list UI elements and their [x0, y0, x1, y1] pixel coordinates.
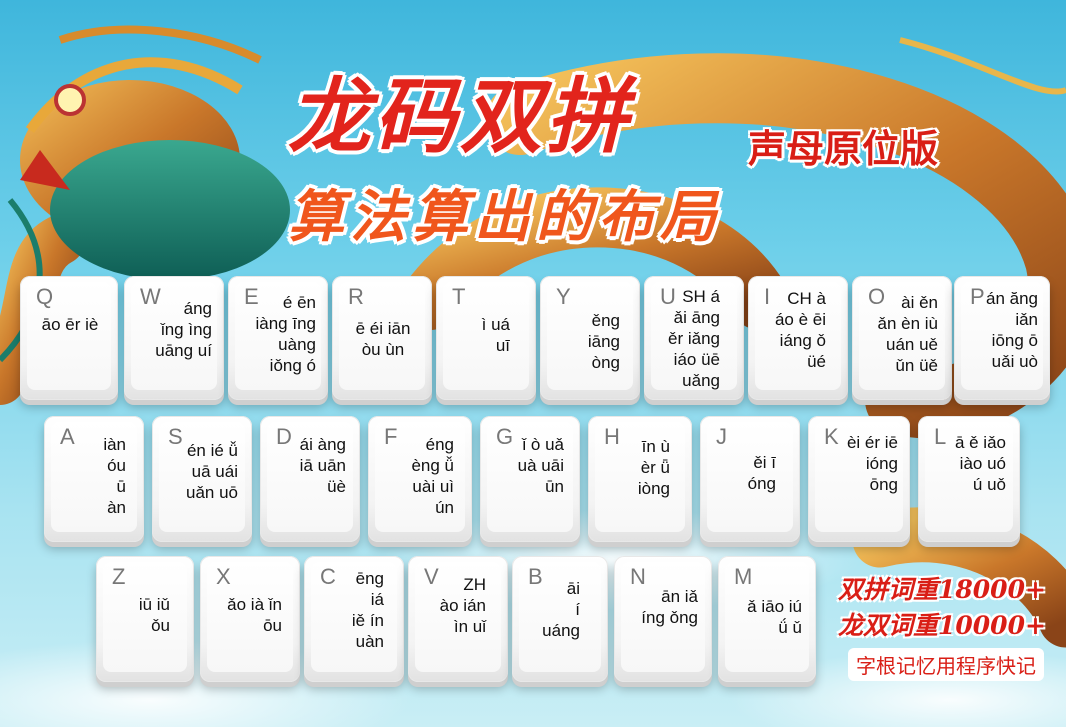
key-sounds: iàn óu ū àn: [103, 435, 126, 517]
key-p: P án ăng iǎn iōng ō uǎi uò: [954, 276, 1050, 400]
edition-label: 声母原位版: [748, 126, 939, 171]
key-u: U SH á ǎi āng ěr iǎng iáo üē uǎng: [644, 276, 744, 400]
key-sounds: SH á ǎi āng ěr iǎng iáo üē uǎng: [668, 287, 720, 390]
key-o: O ài ěn ǎn èn iù uán uě ǔn üě: [852, 276, 952, 400]
key-letter: S: [168, 424, 183, 449]
key-y: Y ěng iāng òng: [540, 276, 640, 400]
key-sounds: é ēn iàng īng uàng iǒng ó: [255, 293, 317, 375]
key-letter: Z: [112, 564, 126, 589]
key-sounds: ǐ ò uǎ uà uāi ūn: [517, 435, 564, 496]
key-sounds: ǎo ià ǐn ōu: [227, 595, 282, 635]
key-r: R ē éi iān òu ùn: [332, 276, 432, 400]
key-sounds: ān iǎ íng ǒng: [641, 587, 698, 627]
key-sounds: īn ù èr ǖ iòng: [637, 437, 670, 498]
key-sounds: áng ǐng ìng uāng uí: [155, 299, 212, 360]
key-b: B āi í uáng: [512, 556, 608, 682]
stats-block: 双拼词重18000+ 龙双词重10000+: [838, 572, 1046, 644]
key-letter: A: [60, 424, 75, 449]
key-sounds: én ié ǚ uā uái uǎn uō: [186, 441, 238, 502]
key-letter: L: [934, 424, 947, 449]
key-sounds: ài ěn ǎn èn iù uán uě ǔn üě: [877, 293, 939, 375]
key-l: L ā ě iǎo iào uó ú uǒ: [918, 416, 1020, 542]
key-letter: W: [140, 284, 161, 309]
key-sounds: CH à áo è ēi iáng ǒ üé: [774, 289, 826, 371]
key-letter: M: [734, 564, 753, 589]
key-letter: F: [384, 424, 398, 449]
key-letter: D: [276, 424, 292, 449]
page-title: 龙码双拼: [288, 69, 632, 165]
key-n: N ān iǎ íng ǒng: [614, 556, 712, 682]
key-x: X ǎo ià ǐn ōu: [200, 556, 300, 682]
key-g: G ǐ ò uǎ uà uāi ūn: [480, 416, 580, 542]
key-t: T ì uá uī: [436, 276, 536, 400]
key-letter: N: [630, 564, 646, 589]
stats-shuangpin: 双拼词重18000+: [838, 575, 1046, 604]
key-sounds: iū iǔ ǒu: [138, 595, 170, 635]
key-letter: Q: [36, 284, 54, 309]
key-k: K èi ér iē ióng ōng: [808, 416, 910, 542]
key-sounds: āo ēr iè: [41, 315, 99, 334]
key-z: Z iū iǔ ǒu: [96, 556, 194, 682]
key-sounds: ā ě iǎo iào uó ú uǒ: [954, 433, 1006, 494]
key-q: Q āo ēr iè: [20, 276, 118, 400]
stats-longshuang: 龙双词重10000+: [838, 611, 1046, 640]
key-sounds: ěng iāng òng: [587, 311, 620, 372]
key-sounds: ǎ iāo iú ǘ ǔ: [747, 597, 802, 637]
key-letter: P: [970, 284, 985, 309]
key-s: S én ié ǚ uā uái uǎn uō: [152, 416, 252, 542]
key-sounds: éng èng ǚ uài uì ún: [411, 435, 454, 517]
key-v: V ZH ào ián ìn uǐ: [408, 556, 508, 682]
key-letter: E: [244, 284, 259, 309]
key-sounds: ái àng iā uān üè: [299, 435, 346, 496]
key-letter: C: [320, 564, 336, 589]
key-letter: O: [868, 284, 886, 309]
key-m: M ǎ iāo iú ǘ ǔ: [718, 556, 816, 682]
key-f: F éng èng ǚ uài uì ún: [368, 416, 472, 542]
key-letter: V: [424, 564, 439, 589]
key-letter: T: [452, 284, 466, 309]
key-sounds: ěi ī óng: [747, 453, 776, 493]
key-i: I CH à áo è ēi iáng ǒ üé: [748, 276, 848, 400]
key-e: E é ēn iàng īng uàng iǒng ó: [228, 276, 328, 400]
key-letter: U: [660, 284, 676, 309]
key-a: A iàn óu ū àn: [44, 416, 144, 542]
stats-note: 字根记忆用程序快记: [848, 648, 1044, 681]
key-c: C ēng iá iě ín uàn: [304, 556, 404, 682]
key-h: H īn ù èr ǖ iòng: [588, 416, 692, 542]
key-letter: Y: [556, 284, 571, 309]
key-sounds: ZH ào ián ìn uǐ: [439, 575, 486, 636]
key-w: W áng ǐng ìng uāng uí: [124, 276, 224, 400]
page-subtitle: 算法算出的布局: [288, 184, 722, 250]
key-sounds: ēng iá iě ín uàn: [351, 569, 384, 651]
key-sounds: ì uá uī: [481, 315, 510, 355]
key-sounds: án ăng iǎn iōng ō uǎi uò: [986, 289, 1038, 371]
key-letter: J: [716, 424, 727, 449]
key-letter: H: [604, 424, 620, 449]
key-letter: X: [216, 564, 231, 589]
key-letter: K: [824, 424, 839, 449]
key-letter: I: [764, 284, 771, 309]
key-sounds: ē éi iān òu ùn: [355, 319, 411, 359]
key-sounds: āi í uáng: [542, 579, 580, 640]
key-letter: G: [496, 424, 514, 449]
key-j: J ěi ī óng: [700, 416, 800, 542]
key-letter: R: [348, 284, 364, 309]
key-letter: B: [528, 564, 543, 589]
key-d: D ái àng iā uān üè: [260, 416, 360, 542]
key-sounds: èi ér iē ióng ōng: [846, 433, 898, 494]
